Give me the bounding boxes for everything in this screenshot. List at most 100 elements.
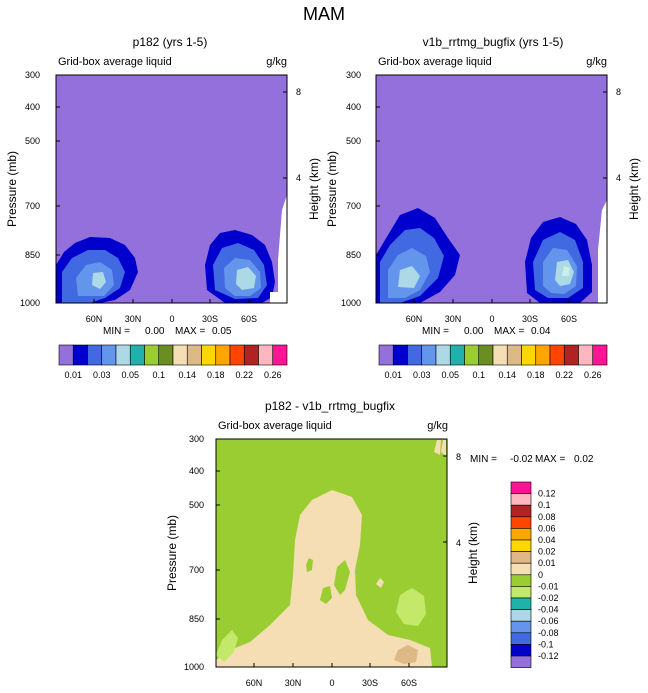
x-axis: 60N 30N 0 30S 60S xyxy=(246,663,417,688)
min-max-label: MIN = 0.00 MAX = 0.05 xyxy=(103,326,232,337)
colorbar-label: -0.1 xyxy=(538,639,554,649)
y2-axis-label: Height (km) xyxy=(627,158,641,220)
svg-text:0.02: 0.02 xyxy=(574,454,594,465)
colorbar-swatch xyxy=(521,344,537,366)
colorbar-label: 0.02 xyxy=(538,547,556,557)
y-tick-label: 1000 xyxy=(341,298,361,308)
y2-tick-label: 4 xyxy=(296,173,301,183)
panel-p182: p182 (yrs 1-5) Grid-box average liquid g… xyxy=(5,35,321,380)
colorbar-swatch xyxy=(272,344,288,366)
colorbar-label: 0.1 xyxy=(472,370,485,380)
y-axis: 300 400 500 700 850 1000 xyxy=(184,434,220,672)
colorbar-label: 0.22 xyxy=(555,370,573,380)
colorbar-swatch xyxy=(510,609,532,622)
colorbar-swatch xyxy=(510,493,532,506)
colorbar-swatch xyxy=(229,344,245,366)
colorbar-label: 0.05 xyxy=(441,370,459,380)
colorbar-swatch xyxy=(549,344,565,366)
contour-fill xyxy=(216,440,447,667)
svg-text:0.04: 0.04 xyxy=(531,326,551,337)
y-axis: 300 400 500 700 850 1000 xyxy=(20,70,60,308)
colorbar-swatch xyxy=(506,344,522,366)
colorbar-label: 0.01 xyxy=(538,558,556,568)
colorbar-label: 0.26 xyxy=(584,370,602,380)
svg-text:MIN =: MIN = xyxy=(422,326,449,337)
colorbar-swatch xyxy=(172,344,188,366)
svg-text:MAX =: MAX = xyxy=(494,326,524,337)
colorbar-label: 0.08 xyxy=(538,512,556,522)
min-max-label: MIN = -0.02 MAX = 0.02 xyxy=(470,454,594,465)
colorbar-swatch xyxy=(101,344,117,366)
panel-subtitle-left: Grid-box average liquid xyxy=(58,56,172,68)
x-tick-label: 30S xyxy=(202,314,218,324)
colorbar-label: 0.06 xyxy=(538,523,556,533)
colorbar-swatch xyxy=(464,344,480,366)
colorbar-label: -0.04 xyxy=(538,605,559,615)
colorbar-swatch xyxy=(510,632,532,645)
colorbar-label: 0.14 xyxy=(498,370,516,380)
x-tick-label: 60S xyxy=(561,314,577,324)
colorbar-swatch xyxy=(378,344,394,366)
colorbar-swatch xyxy=(510,528,532,541)
colorbar-swatch xyxy=(407,344,423,366)
x-tick-label: 0 xyxy=(489,314,494,324)
x-tick-label: 30N xyxy=(445,314,462,324)
y2-tick-label: 8 xyxy=(616,87,621,97)
svg-text:0.05: 0.05 xyxy=(212,326,232,337)
y-tick-label: 500 xyxy=(25,136,40,146)
colorbar-swatch xyxy=(144,344,160,366)
colorbar-label: 0.01 xyxy=(64,370,82,380)
y2-axis: 8 4 xyxy=(603,87,621,183)
y-tick-label: 400 xyxy=(189,466,204,476)
x-tick-label: 30N xyxy=(285,678,302,688)
colorbar-swatch xyxy=(158,344,174,366)
colorbar-swatch xyxy=(510,597,532,610)
panel-v1b-rrtmg-bugfix: v1b_rrtmg_bugfix (yrs 1-5) Grid-box aver… xyxy=(325,35,641,380)
x-tick-label: 0 xyxy=(329,678,334,688)
colorbar-swatch xyxy=(243,344,259,366)
y-axis: 300 400 500 700 850 1000 xyxy=(341,70,380,308)
svg-text:0.00: 0.00 xyxy=(464,326,484,337)
y-tick-label: 1000 xyxy=(20,298,40,308)
colorbar-swatch xyxy=(201,344,217,366)
colorbar-label: 0.03 xyxy=(413,370,431,380)
colorbar: 0.01 0.03 0.05 0.1 0.14 0.18 0.22 0.26 xyxy=(58,344,288,380)
colorbar-swatch xyxy=(510,504,532,518)
colorbar-swatch xyxy=(258,344,274,366)
y-tick-label: 500 xyxy=(189,500,204,510)
svg-text:MAX =: MAX = xyxy=(175,326,205,337)
svg-text:-0.02: -0.02 xyxy=(510,454,533,465)
colorbar-swatch xyxy=(421,344,437,366)
panel-difference: p182 - v1b_rrtmg_bugfix Grid-box average… xyxy=(165,399,594,688)
colorbar-label: 0.1 xyxy=(538,500,551,510)
colorbar-swatch xyxy=(510,574,532,587)
x-axis: 60N 30N 0 30S 60S xyxy=(406,299,577,324)
colorbar-swatch xyxy=(435,344,451,366)
x-tick-label: 30S xyxy=(522,314,538,324)
svg-text:MAX =: MAX = xyxy=(535,454,565,465)
y-tick-label: 300 xyxy=(346,70,361,80)
colorbar-swatch xyxy=(510,620,532,634)
colorbar-label: 0.1 xyxy=(152,370,165,380)
colorbar-swatch xyxy=(510,655,532,668)
y-tick-label: 300 xyxy=(25,70,40,80)
panel-title: p182 - v1b_rrtmg_bugfix xyxy=(265,399,395,413)
panel-subtitle-right: g/kg xyxy=(266,56,287,68)
x-axis: 60N 30N 0 30S 60S xyxy=(86,299,257,324)
y-axis-label: Pressure (mb) xyxy=(325,151,339,227)
svg-text:0.00: 0.00 xyxy=(145,326,165,337)
colorbar-swatch xyxy=(510,539,532,552)
y2-tick-label: 4 xyxy=(616,173,621,183)
panel-title: v1b_rrtmg_bugfix (yrs 1-5) xyxy=(423,35,564,49)
colorbar-swatch xyxy=(72,344,88,366)
colorbar-swatch xyxy=(510,644,532,657)
y-tick-label: 850 xyxy=(346,250,361,260)
colorbar-label: 0.18 xyxy=(527,370,545,380)
colorbar-swatch xyxy=(129,344,145,366)
y-tick-label: 500 xyxy=(346,136,361,146)
colorbar-swatch xyxy=(510,516,532,529)
colorbar-swatch xyxy=(392,344,408,366)
x-tick-label: 0 xyxy=(169,314,174,324)
colorbar-label: -0.02 xyxy=(538,593,559,603)
x-tick-label: 60N xyxy=(86,314,103,324)
